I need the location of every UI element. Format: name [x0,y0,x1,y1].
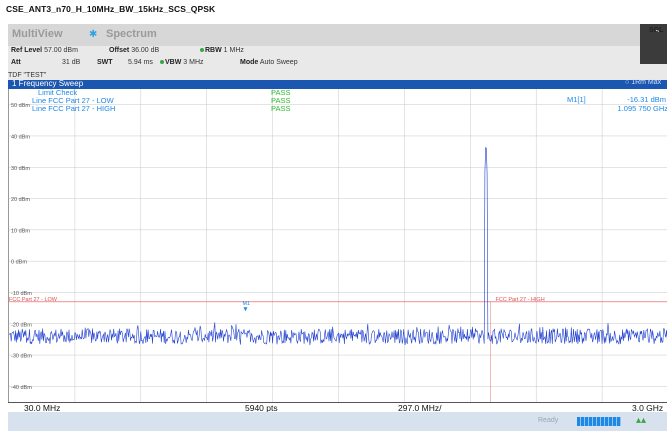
marker-table: M1[1] -16.31 dBm 1.095 750 GHz [567,95,667,113]
diagram-title: 1 Frequency Sweep [12,79,84,88]
ref-level-param[interactable]: Ref Level 57.00 dBm [11,47,78,54]
tab-close-icon[interactable]: ✱ [89,29,98,40]
y-tick-label: 30 dBm [11,166,30,172]
coupled-indicator-icon [200,48,204,53]
offset-label: Offset [109,47,130,54]
y-tick-label: 40 dBm [11,134,30,140]
marker-frequency: 1.095 750 GHz [618,104,667,113]
x-start-label: 30.0 MHz [24,403,61,413]
y-tick-label: -40 dBm [11,385,32,391]
limit-high-label: FCC Part 27 - HIGH [495,297,544,303]
limit-line-low-name: Line FCC Part 27 - LOW [32,96,115,105]
measurement-parameters: Ref Level 57.00 dBm Offset 36.00 dB RBW … [8,46,640,72]
coupled-indicator-icon [160,60,164,65]
sweep-progress-bar [577,417,621,426]
vbw-value: 3 MHz [183,59,204,66]
ref-level-value: 57.00 dBm [44,47,78,54]
rbw-value: 1 MHz [223,47,244,54]
y-tick-label: -10 dBm [11,291,32,297]
marker-level: -16.31 dBm [627,95,666,104]
trace-info: ○ 1Rm Max [625,79,662,86]
marker-id: M1[1] [567,95,586,104]
plot-grid [9,89,667,402]
tab-multiview[interactable]: MultiView [12,28,63,40]
y-axis-labels: 50 dBm 40 dBm 30 dBm 20 dBm 10 dBm 0 dBm -10 d… [11,103,32,391]
limit-low-label: FCC Part 27 - LOW [9,297,58,303]
limit-check-title-result: PASS [271,89,290,97]
points-label: 5940 pts [245,403,278,413]
y-tick-label: 50 dBm [11,103,30,109]
status-ready: Ready [538,417,559,424]
mode-value: Auto Sweep [259,59,298,66]
sweep-mode-button[interactable] [640,24,667,64]
page-title: CSE_ANT3_n70_H_10MHz_BW_15kHz_SCS_QPSK [6,4,216,14]
mode-label: Mode [240,59,259,66]
tab-bar: MultiView ✱ Spectrum [8,24,667,46]
y-tick-label: 10 dBm [11,228,30,234]
y-tick-label: -30 dBm [11,354,32,360]
marker-triangle [243,307,248,312]
network-icon: ▴▴ [636,415,647,426]
att-label: Att [11,59,21,66]
spectrum-plot[interactable]: 50 dBm 40 dBm 30 dBm 20 dBm 10 dBm 0 dBm -10 d… [8,88,667,402]
marker-group: M1 [242,301,250,312]
rbw-param[interactable]: RBW 1 MHz [200,47,244,54]
rbw-label: RBW [205,47,222,54]
limit-line-high-result: PASS [271,104,290,113]
sgl-indicator: SGL [649,27,664,34]
x-stop-label: 3.0 GHz [632,403,664,413]
transducer-label: TDF "TEST" [8,72,47,79]
step-label: 297.0 MHz/ [398,403,442,413]
tab-spectrum[interactable]: Spectrum [106,28,157,40]
spectrum-trace [8,147,667,346]
swt-param[interactable]: SWT [97,59,113,66]
marker-label: M1 [242,301,250,307]
mode-param[interactable]: Mode Auto Sweep [240,59,298,66]
limit-check-title: Limit Check [38,89,77,97]
minus-icon [656,30,659,32]
y-tick-label: 20 dBm [11,197,30,203]
diagram-header[interactable]: 1 Frequency Sweep ○ 1Rm Max [8,79,667,89]
att-value: 31 dB [62,59,81,66]
offset-value: 36.00 dB [131,47,160,54]
offset-param[interactable]: Offset 36.00 dB [109,47,159,54]
y-tick-label: -20 dBm [11,322,32,328]
att-param[interactable]: Att [11,59,21,66]
x-axis-bar: 30.0 MHz 5940 pts 297.0 MHz/ 3.0 GHz [8,402,667,413]
vbw-label: VBW [165,59,182,66]
limit-check-overlay: Limit Check PASS Line FCC Part 27 - LOW … [32,88,290,113]
ref-level-label: Ref Level [11,47,43,54]
spectrum-chart: 50 dBm 40 dBm 30 dBm 20 dBm 10 dBm 0 dBm -10 d… [8,88,667,402]
status-bar: Ready ▴▴ [8,412,667,431]
y-tick-label: 0 dBm [11,260,27,266]
limit-lines: FCC Part 27 - LOW FCC Part 27 - HIGH [9,297,667,402]
swt-value: 5.94 ms [128,59,153,66]
limit-line-high-name: Line FCC Part 27 - HIGH [32,104,115,113]
limit-line-low-result: PASS [271,96,290,105]
swt-label: SWT [97,59,113,66]
vbw-param[interactable]: VBW 3 MHz [160,59,204,66]
